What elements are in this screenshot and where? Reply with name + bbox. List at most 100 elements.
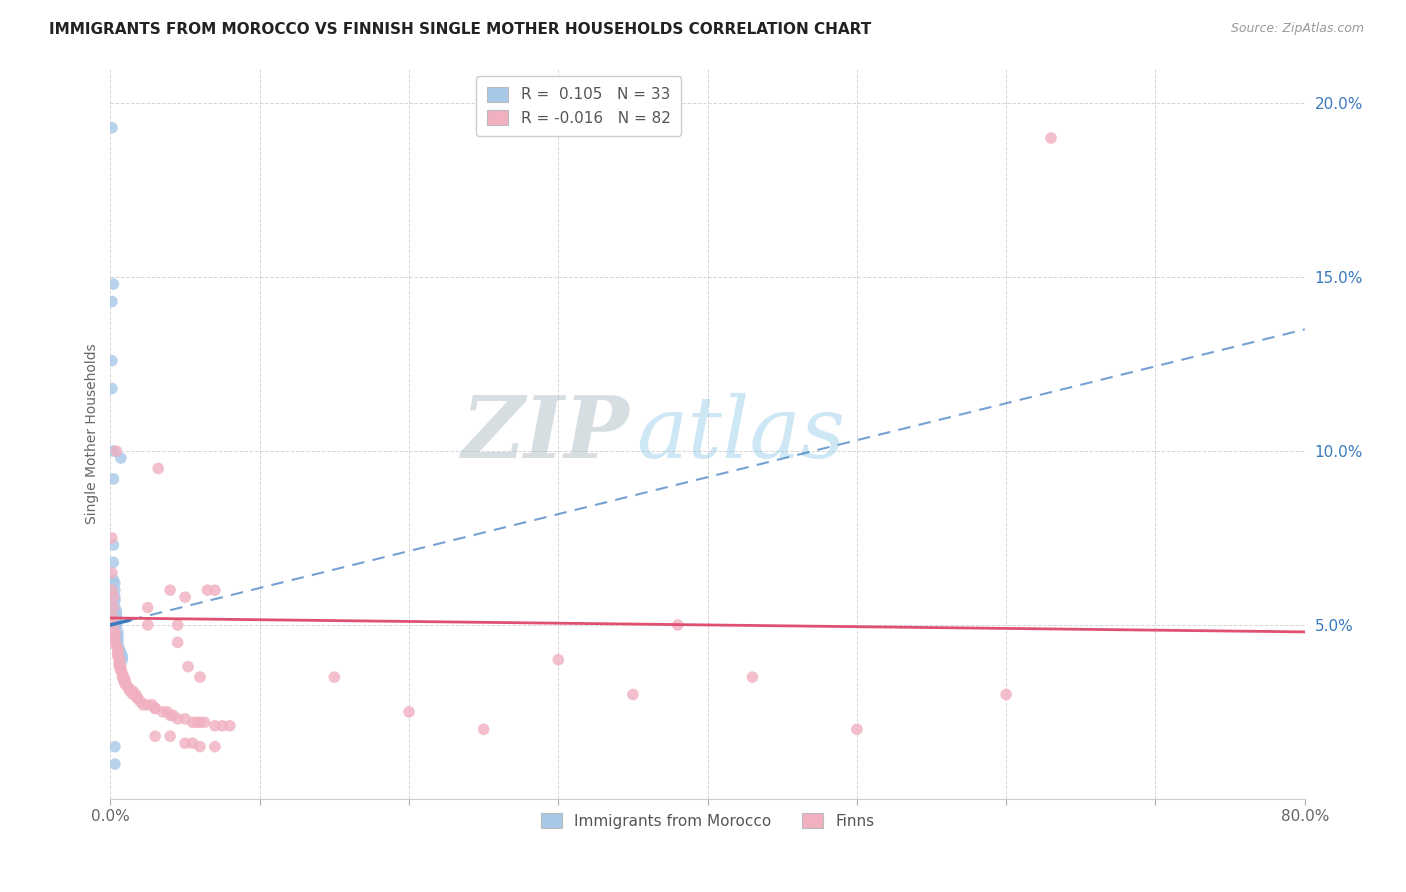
Point bbox=[101, 531, 124, 545]
Point bbox=[741, 670, 763, 684]
Text: ZIP: ZIP bbox=[463, 392, 630, 475]
Point bbox=[188, 670, 211, 684]
Legend: Immigrants from Morocco, Finns: Immigrants from Morocco, Finns bbox=[534, 807, 880, 835]
Point bbox=[104, 632, 127, 646]
Point bbox=[105, 618, 128, 632]
Point bbox=[141, 698, 163, 712]
Point bbox=[111, 666, 134, 681]
Point bbox=[104, 739, 127, 754]
Point bbox=[104, 628, 127, 642]
Point bbox=[104, 583, 127, 598]
Point bbox=[1039, 131, 1062, 145]
Point bbox=[211, 719, 233, 733]
Point bbox=[845, 723, 868, 737]
Point bbox=[188, 739, 211, 754]
Point bbox=[105, 444, 128, 458]
Point bbox=[159, 729, 181, 743]
Point bbox=[174, 590, 197, 604]
Point bbox=[103, 472, 125, 486]
Point bbox=[398, 705, 420, 719]
Point bbox=[103, 618, 125, 632]
Point bbox=[107, 628, 129, 642]
Point bbox=[197, 583, 219, 598]
Point bbox=[108, 656, 131, 670]
Point bbox=[107, 646, 129, 660]
Point bbox=[143, 729, 166, 743]
Point bbox=[125, 688, 148, 702]
Point bbox=[107, 639, 129, 653]
Point bbox=[166, 618, 188, 632]
Point bbox=[129, 694, 152, 708]
Point bbox=[107, 649, 129, 664]
Text: atlas: atlas bbox=[636, 392, 845, 475]
Point bbox=[127, 690, 149, 705]
Point bbox=[108, 656, 131, 670]
Point bbox=[110, 646, 132, 660]
Point bbox=[177, 659, 200, 673]
Point bbox=[218, 719, 240, 733]
Point bbox=[111, 649, 134, 664]
Point bbox=[143, 701, 166, 715]
Point bbox=[547, 653, 569, 667]
Point bbox=[166, 712, 188, 726]
Point bbox=[323, 670, 346, 684]
Point bbox=[186, 715, 208, 730]
Point bbox=[995, 688, 1018, 702]
Point bbox=[103, 611, 125, 625]
Point bbox=[193, 715, 215, 730]
Point bbox=[143, 701, 166, 715]
Point bbox=[105, 611, 128, 625]
Point bbox=[101, 353, 124, 368]
Point bbox=[101, 566, 124, 580]
Point bbox=[103, 444, 125, 458]
Point bbox=[111, 670, 134, 684]
Point bbox=[101, 294, 124, 309]
Point bbox=[121, 688, 143, 702]
Point bbox=[103, 277, 125, 292]
Point bbox=[107, 635, 129, 649]
Point bbox=[110, 450, 132, 465]
Point bbox=[114, 673, 136, 688]
Point bbox=[105, 639, 128, 653]
Point bbox=[174, 712, 197, 726]
Point bbox=[121, 684, 143, 698]
Point bbox=[204, 583, 226, 598]
Point bbox=[101, 583, 124, 598]
Point bbox=[105, 615, 128, 629]
Point bbox=[472, 723, 495, 737]
Point bbox=[181, 715, 204, 730]
Point bbox=[107, 632, 129, 646]
Point bbox=[132, 698, 155, 712]
Point bbox=[103, 538, 125, 552]
Point bbox=[114, 677, 136, 691]
Point bbox=[136, 698, 159, 712]
Point bbox=[174, 736, 197, 750]
Text: Source: ZipAtlas.com: Source: ZipAtlas.com bbox=[1230, 22, 1364, 36]
Point bbox=[104, 635, 127, 649]
Point bbox=[152, 705, 174, 719]
Point bbox=[148, 461, 170, 475]
Point bbox=[159, 708, 181, 723]
Point bbox=[621, 688, 644, 702]
Point bbox=[112, 673, 135, 688]
Point bbox=[104, 593, 127, 607]
Point bbox=[117, 681, 139, 695]
Point bbox=[114, 677, 136, 691]
Point bbox=[104, 757, 127, 772]
Point bbox=[110, 663, 132, 677]
Point bbox=[666, 618, 689, 632]
Point bbox=[117, 681, 139, 695]
Point bbox=[103, 590, 125, 604]
Point bbox=[101, 381, 124, 395]
Point bbox=[103, 600, 125, 615]
Point bbox=[110, 659, 132, 673]
Point bbox=[162, 708, 184, 723]
Point bbox=[110, 663, 132, 677]
Point bbox=[136, 600, 159, 615]
Point bbox=[104, 576, 127, 591]
Point bbox=[136, 618, 159, 632]
Point bbox=[111, 653, 134, 667]
Point bbox=[104, 624, 127, 639]
Point bbox=[105, 618, 128, 632]
Point bbox=[104, 600, 127, 615]
